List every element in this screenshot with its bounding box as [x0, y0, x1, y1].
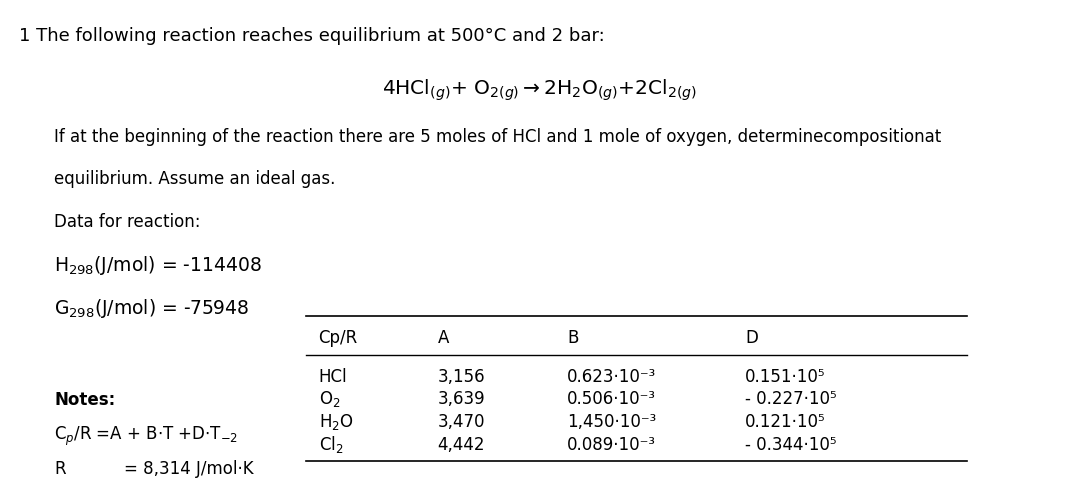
Text: 0.623·10⁻³: 0.623·10⁻³ — [567, 368, 657, 386]
Text: R: R — [54, 460, 66, 478]
Text: 1,450·10⁻³: 1,450·10⁻³ — [567, 413, 657, 431]
Text: 0.506·10⁻³: 0.506·10⁻³ — [567, 390, 656, 409]
Text: A: A — [437, 329, 449, 347]
Text: 4HCl$_{(g)}$+ O$_{2(g)}$$\rightarrow$2H$_2$O$_{(g)}$+2Cl$_{2(g)}$: 4HCl$_{(g)}$+ O$_{2(g)}$$\rightarrow$2H$… — [382, 77, 698, 103]
Text: - 0.227·10⁵: - 0.227·10⁵ — [745, 390, 837, 409]
Text: O$_2$: O$_2$ — [319, 389, 340, 410]
Text: 0.121·10⁵: 0.121·10⁵ — [745, 413, 826, 431]
Text: B: B — [567, 329, 579, 347]
Text: equilibrium. Assume an ideal gas.: equilibrium. Assume an ideal gas. — [54, 170, 336, 188]
Text: - 0.344·10⁵: - 0.344·10⁵ — [745, 436, 837, 454]
Text: 4,442: 4,442 — [437, 436, 485, 454]
Text: HCl: HCl — [319, 368, 348, 386]
Text: H$_{298}$(J/mol) = -114408: H$_{298}$(J/mol) = -114408 — [54, 254, 261, 277]
Text: G$_{298}$(J/mol) = -75948: G$_{298}$(J/mol) = -75948 — [54, 297, 249, 320]
Text: Cl$_2$: Cl$_2$ — [319, 434, 343, 455]
Text: If at the beginning of the reaction there are 5 moles of HCl and 1 mole of oxyge: If at the beginning of the reaction ther… — [54, 128, 942, 146]
Text: 0.151·10⁵: 0.151·10⁵ — [745, 368, 826, 386]
Text: D: D — [745, 329, 758, 347]
Text: Data for reaction:: Data for reaction: — [54, 213, 201, 230]
Text: 3,470: 3,470 — [437, 413, 485, 431]
Text: 3,156: 3,156 — [437, 368, 485, 386]
Text: 1 The following reaction reaches equilibrium at 500°C and 2 bar:: 1 The following reaction reaches equilib… — [19, 27, 605, 44]
Text: C$_p$/R =A + B$\cdot$T +D$\cdot$T$_{-2}$: C$_p$/R =A + B$\cdot$T +D$\cdot$T$_{-2}$ — [54, 425, 238, 448]
Text: 3,639: 3,639 — [437, 390, 485, 409]
Text: Cp/R: Cp/R — [319, 329, 357, 347]
Text: 0.089·10⁻³: 0.089·10⁻³ — [567, 436, 656, 454]
Text: H$_2$O: H$_2$O — [319, 412, 353, 432]
Text: = 8,314 J/mol·K: = 8,314 J/mol·K — [124, 460, 254, 478]
Text: Notes:: Notes: — [54, 391, 116, 409]
